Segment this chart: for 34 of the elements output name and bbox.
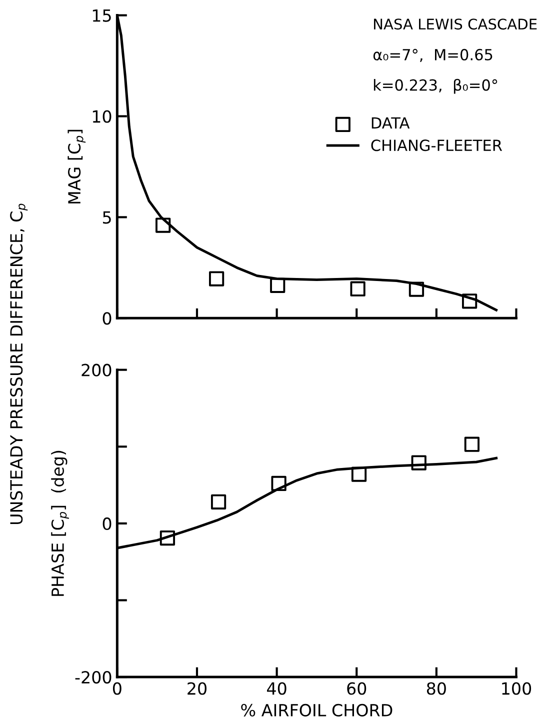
legend-label: DATA <box>372 117 410 128</box>
y-tick-label: -200 <box>75 671 112 684</box>
y-tick-label: 0 <box>102 517 112 530</box>
point <box>156 218 171 233</box>
x-tick-label: 80 <box>426 682 446 695</box>
point <box>408 282 424 297</box>
point <box>208 271 224 286</box>
legend-title: NASA LEWIS CASCADE <box>374 18 537 30</box>
legend-label: CHIANG-FLEETER <box>371 140 502 152</box>
text: UNSTEADY PRESSURE DIFFERENCE, C$_{p}$ <box>10 204 28 524</box>
y-tick-label: 15 <box>92 9 111 22</box>
y-tick-label: 0 <box>102 312 112 325</box>
y-axis-title: MAG [C$_{p}$] <box>68 130 86 204</box>
point <box>350 281 366 296</box>
y-tick-label: 10 <box>92 110 112 123</box>
point <box>411 455 426 470</box>
point <box>464 436 480 452</box>
point <box>210 494 226 510</box>
y-axis-title: PHASE [C$_{p}$] (deg) <box>51 450 69 596</box>
point <box>462 294 478 309</box>
annotation: α₀=7°, M=0.65 <box>373 48 492 62</box>
annotation: k=0.223, β₀=0° <box>374 78 498 94</box>
x-tick-label: 20 <box>188 682 206 695</box>
x-tick-label: 40 <box>267 682 286 695</box>
point <box>351 466 367 482</box>
point <box>271 476 286 492</box>
x-axis-title: % AIRFOIL CHORD <box>241 704 392 716</box>
point <box>160 530 176 546</box>
point <box>270 278 286 293</box>
x-tick-label: 100 <box>502 682 532 695</box>
x-tick-label: 60 <box>347 682 366 695</box>
y-tick-label: 200 <box>82 364 112 376</box>
x-tick-label: 0 <box>112 682 122 695</box>
y-tick-label: 5 <box>103 211 111 224</box>
